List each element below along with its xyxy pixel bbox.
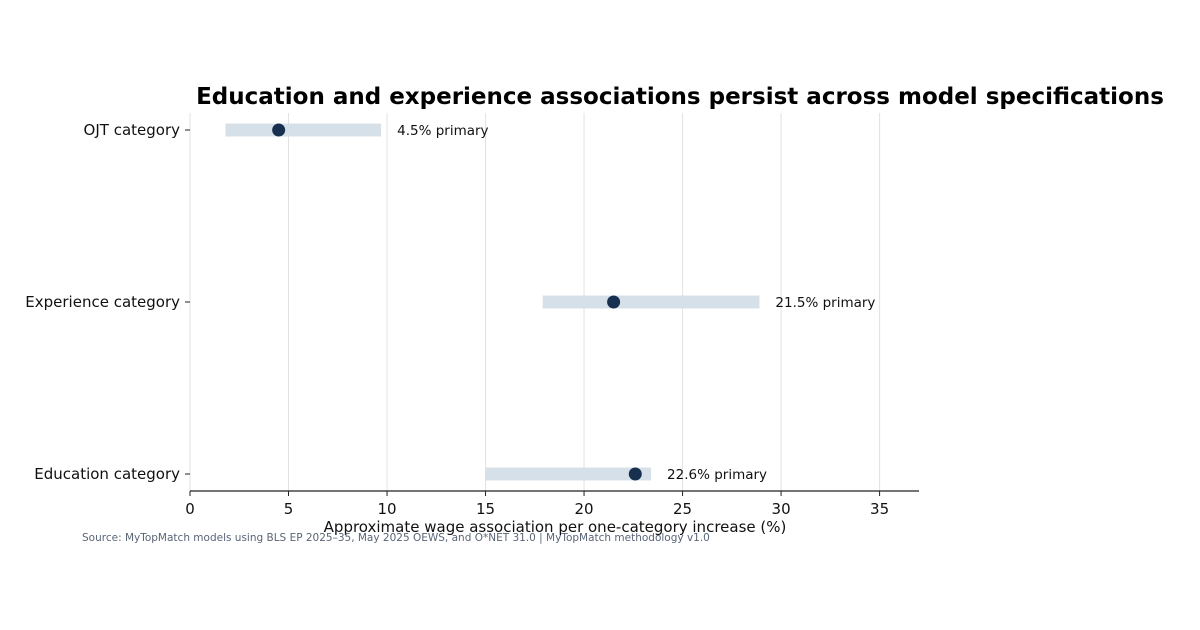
x-tick-label: 5 (284, 500, 294, 518)
point-label: 22.6% primary (667, 467, 767, 483)
category-label: Education category (34, 465, 180, 483)
x-tick-label: 30 (772, 500, 791, 518)
point-label: 4.5% primary (397, 123, 488, 139)
x-tick-label: 15 (476, 500, 495, 518)
x-tick-label: 25 (673, 500, 692, 518)
range-bar (485, 467, 652, 481)
category-label: Experience category (25, 293, 180, 311)
x-tick-label: 35 (870, 500, 889, 518)
primary-point (272, 123, 286, 137)
range-bar (225, 123, 382, 137)
primary-points (272, 123, 642, 481)
primary-point (628, 467, 642, 481)
chart-title: Education and experience associations pe… (196, 84, 1164, 110)
x-tick-label: 0 (185, 500, 195, 518)
category-label: OJT category (84, 121, 181, 139)
range-bar (542, 295, 760, 309)
source-note: Source: MyTopMatch models using BLS EP 2… (82, 532, 710, 544)
labels: OJT category 4.5% primary Experience categ… (25, 121, 875, 483)
primary-point (607, 295, 621, 309)
point-label: 21.5% primary (775, 295, 875, 311)
x-axis: 0 5 10 15 20 25 30 35 (185, 129, 919, 518)
x-tick-label: 10 (377, 500, 396, 518)
x-tick-label: 20 (575, 500, 594, 518)
range-bars (225, 123, 760, 481)
x-axis-label: Approximate wage association per one-cat… (324, 518, 787, 536)
